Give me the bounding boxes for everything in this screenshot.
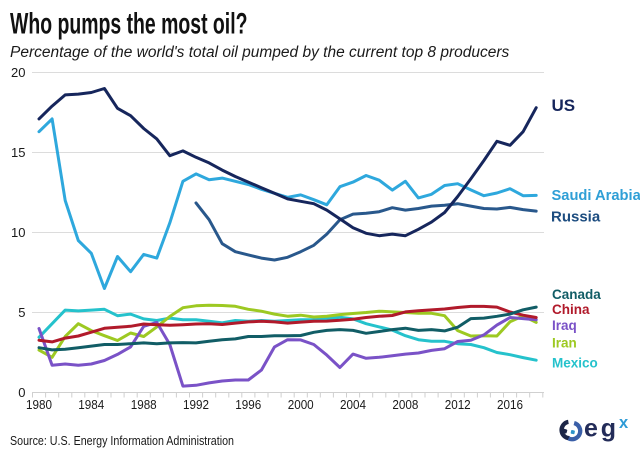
svg-text:20: 20 [11,65,25,80]
svg-text:eg: eg [584,415,619,443]
svg-text:10: 10 [11,225,25,240]
svg-text:2008: 2008 [392,397,418,412]
svg-text:15: 15 [11,145,25,160]
svg-text:5: 5 [18,305,25,320]
svg-text:2000: 2000 [288,397,314,412]
svg-text:1988: 1988 [131,397,157,412]
svg-text:Russia: Russia [551,209,601,226]
svg-text:1996: 1996 [235,397,261,412]
svg-text:Iraq: Iraq [552,318,577,333]
svg-text:1984: 1984 [78,397,104,412]
svg-text:China: China [552,302,590,317]
svg-text:2004: 2004 [340,397,366,412]
svg-text:Canada: Canada [552,287,601,302]
svg-text:Iran: Iran [552,335,577,350]
svg-text:x: x [619,414,629,432]
svg-text:Source: U.S. Energy Informatio: Source: U.S. Energy Information Administ… [10,433,234,448]
svg-text:Percentage of the world's tota: Percentage of the world's total oil pump… [10,44,509,61]
svg-text:Who pumps the most oil?: Who pumps the most oil? [10,7,247,40]
svg-text:1992: 1992 [183,397,209,412]
svg-text:1980: 1980 [26,397,52,412]
svg-text:Mexico: Mexico [552,355,598,370]
svg-text:0: 0 [18,385,25,400]
svg-text:2012: 2012 [445,397,471,412]
svg-text:2016: 2016 [497,397,523,412]
svg-text:US: US [552,96,576,115]
svg-text:Saudi Arabia: Saudi Arabia [552,188,640,204]
